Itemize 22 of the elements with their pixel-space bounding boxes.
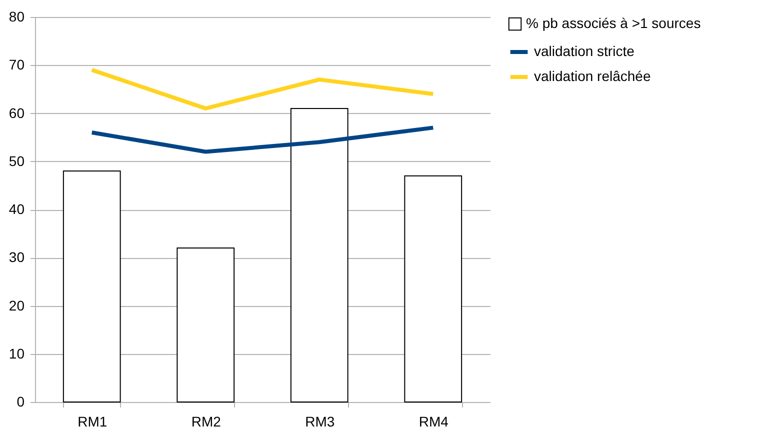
- line-series: [90, 126, 436, 154]
- bar: [62, 170, 121, 402]
- x-tick-label: RM4: [418, 414, 449, 430]
- legend-label: validation stricte: [534, 43, 635, 59]
- legend-label: % pb associés à >1 sources: [526, 15, 701, 31]
- y-tick-label: 60: [8, 104, 25, 121]
- line-series: [90, 68, 436, 110]
- bar: [176, 248, 235, 402]
- y-tick-label: 50: [8, 152, 25, 169]
- bar: [290, 108, 348, 402]
- y-tick-label: 70: [8, 56, 25, 73]
- y-tick-label: 40: [8, 201, 25, 217]
- x-tick-label: RM2: [191, 414, 222, 430]
- bar: [404, 175, 462, 402]
- y-tick-label: 20: [8, 297, 25, 314]
- y-tick-label: 30: [8, 249, 25, 266]
- x-tick-label: RM3: [305, 414, 335, 430]
- y-tick-label: 80: [8, 8, 25, 24]
- legend-label: validation relâchée: [534, 68, 651, 84]
- x-tick-label: RM1: [78, 414, 108, 430]
- y-tick-label: 0: [16, 394, 25, 410]
- y-tick-label: 10: [8, 345, 25, 362]
